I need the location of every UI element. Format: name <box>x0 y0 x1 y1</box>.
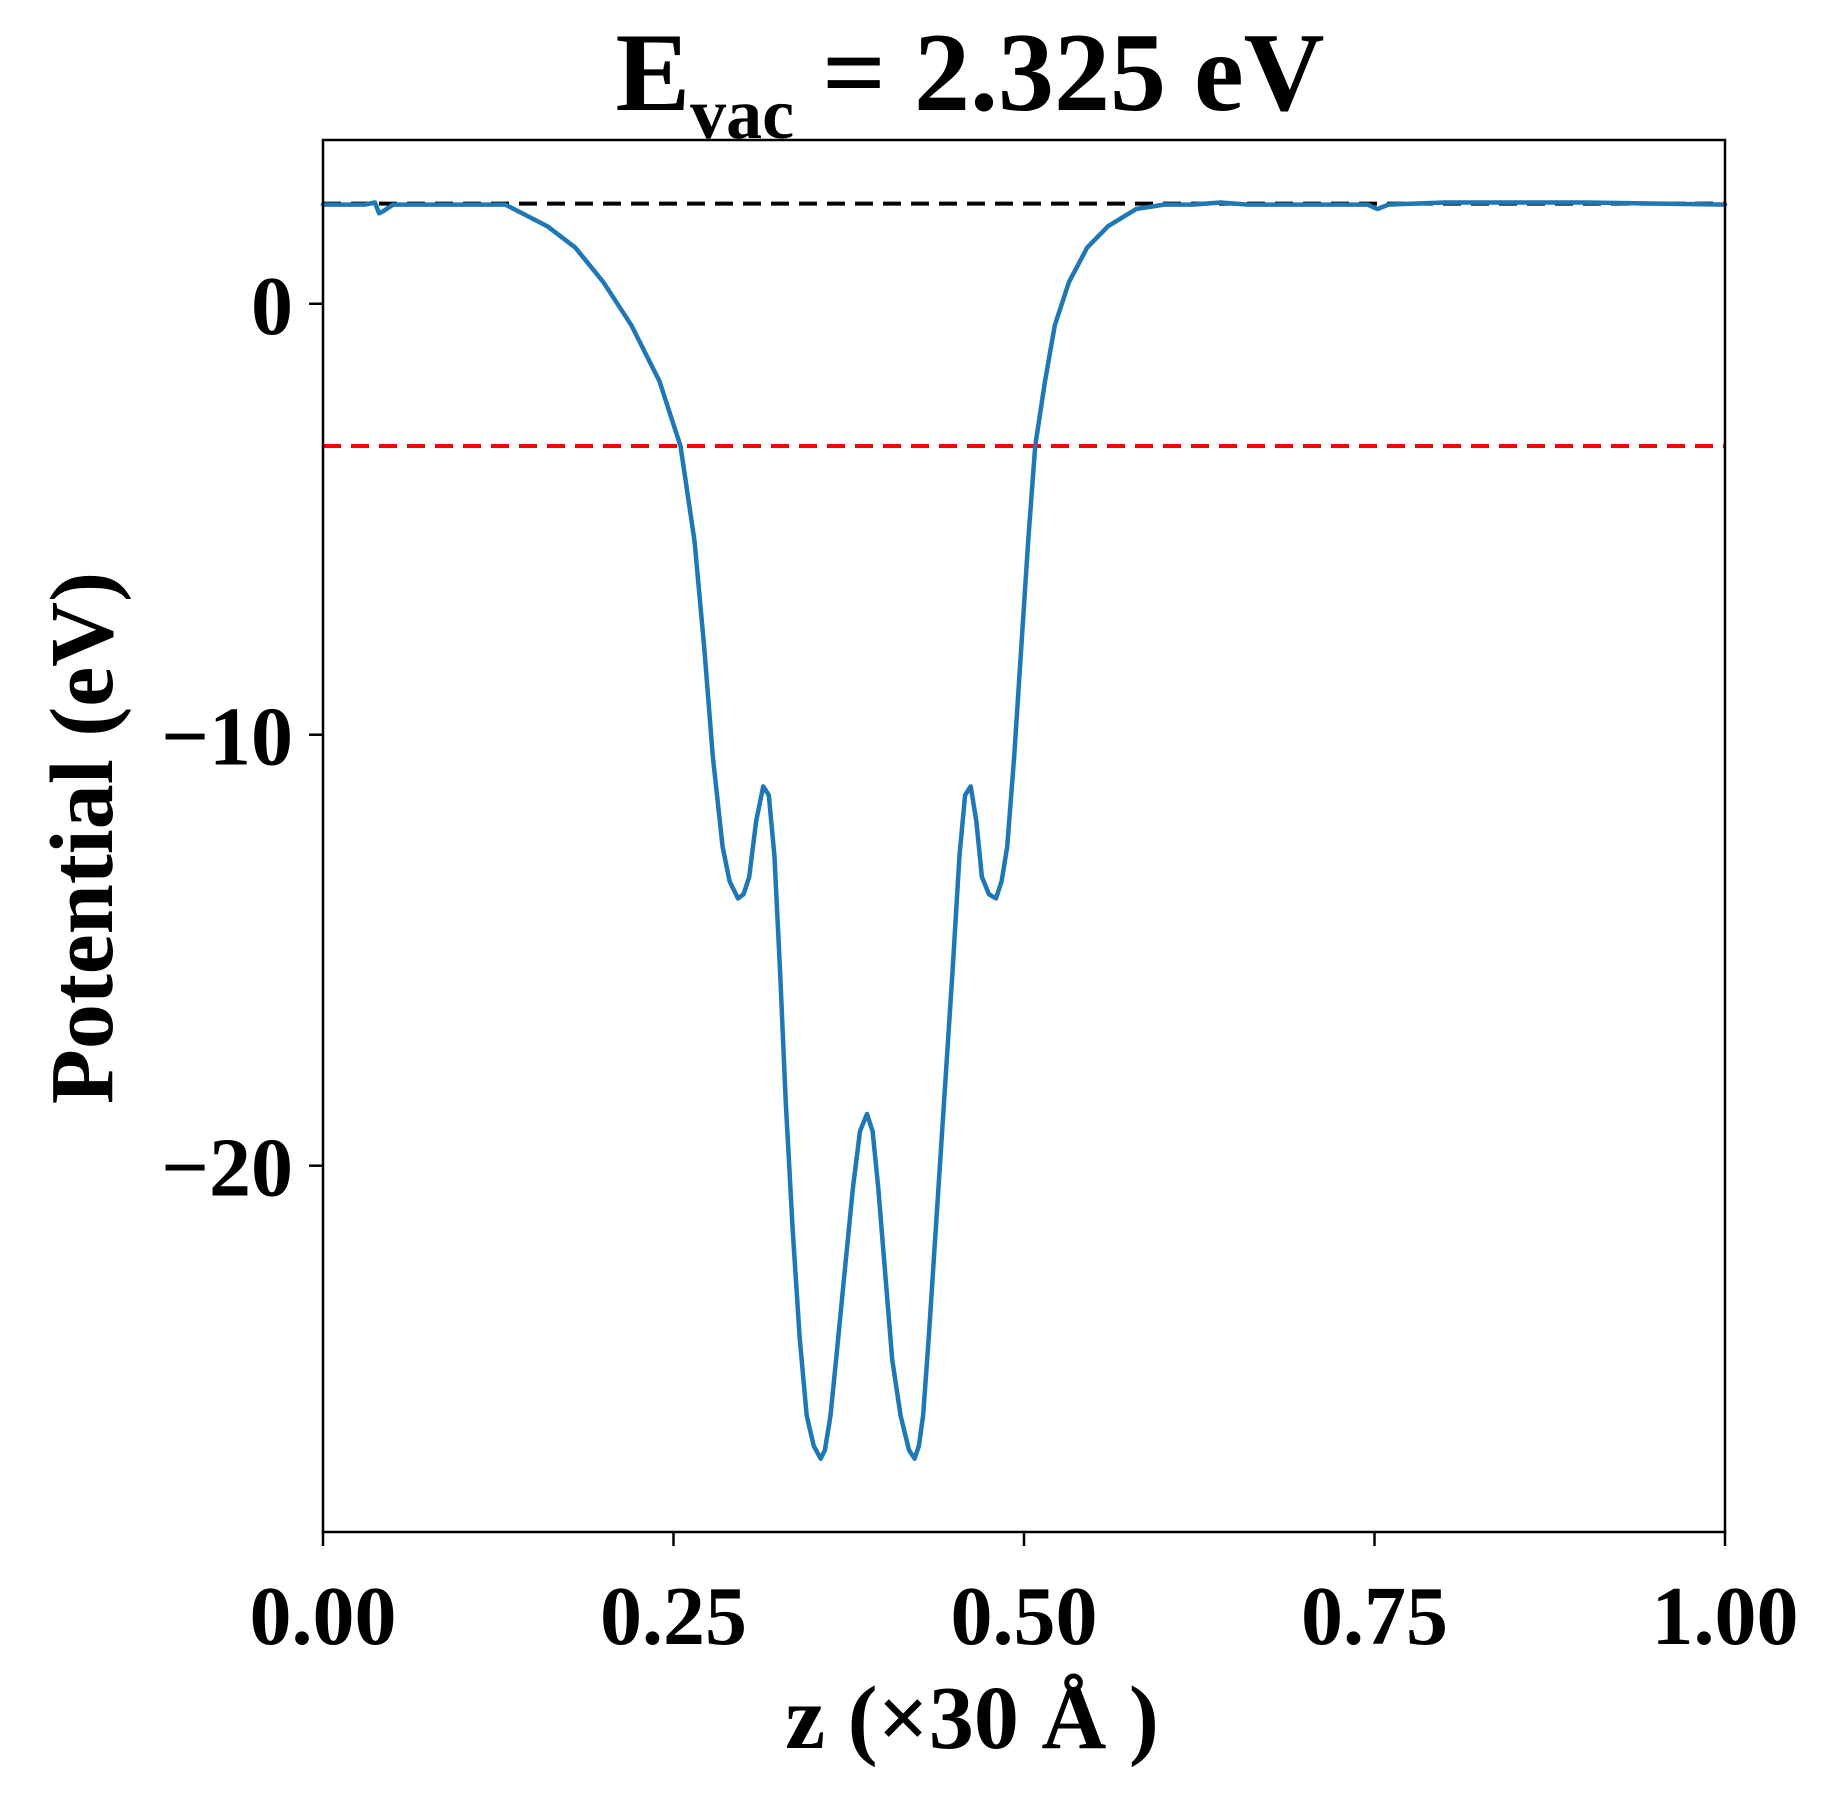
x-axis-label: z (×30 Å ) <box>785 1669 1159 1768</box>
y-tick-label: −20 <box>161 1122 293 1215</box>
chart-title-rest: = 2.325 eV <box>794 11 1324 135</box>
x-tick-label: 0.75 <box>1301 1570 1448 1663</box>
x-axis: 0.00 0.25 0.50 0.75 1.00 <box>250 1532 1799 1663</box>
y-axis-label: Potential (eV) <box>33 572 132 1104</box>
series-line-1 <box>320 200 1728 1461</box>
x-tick-label: 0.50 <box>951 1570 1098 1663</box>
y-tick-label: 0 <box>251 260 293 353</box>
chart-title: Evac = 2.325 eV <box>615 11 1324 154</box>
x-tick-label: 0.25 <box>600 1570 747 1663</box>
y-tick-label: −10 <box>161 691 293 784</box>
plot-area <box>320 138 1728 1534</box>
chart-title-subscript: vac <box>690 74 794 154</box>
x-tick-label: 1.00 <box>1652 1570 1799 1663</box>
chart-title-main: E <box>615 11 690 135</box>
plot-frame <box>321 138 1727 1534</box>
y-axis: 0 −10 −20 <box>161 260 323 1215</box>
x-tick-label: 0.00 <box>250 1570 397 1663</box>
